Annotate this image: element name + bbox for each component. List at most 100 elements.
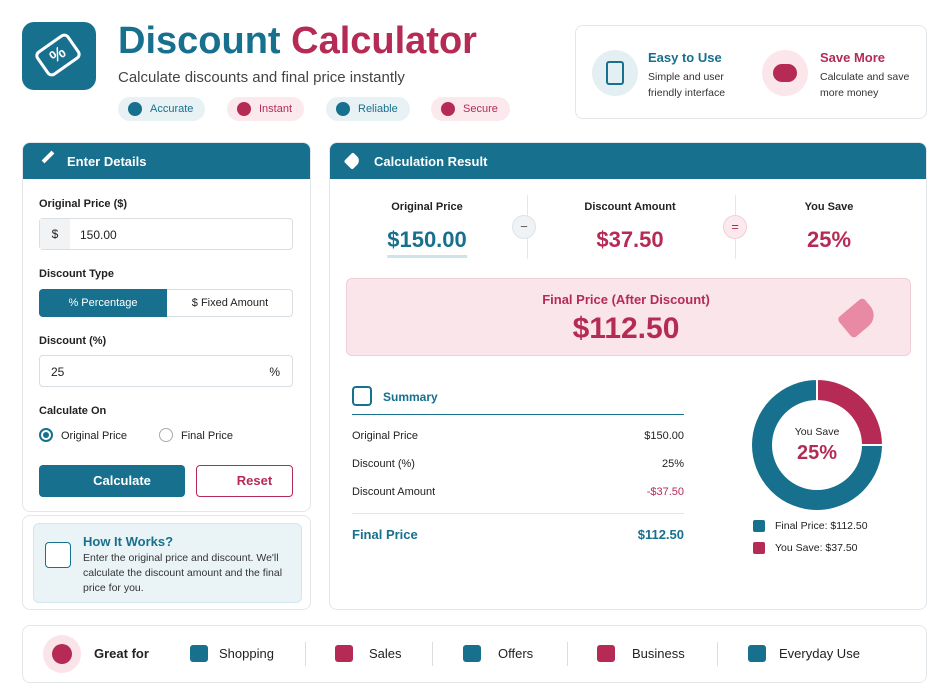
- stat-value: $150.00: [387, 227, 467, 258]
- features-card: Easy to Use Simple and user friendly int…: [575, 25, 927, 119]
- legend-item: Final Price: $112.50: [753, 520, 868, 533]
- summary-title: Summary: [383, 390, 438, 404]
- radio[interactable]: [159, 428, 173, 442]
- field-label: Discount Type: [39, 268, 114, 280]
- how-text: Enter the original price and discount. W…: [83, 552, 283, 594]
- legend-swatch: [753, 520, 765, 533]
- footer-icon: [463, 645, 481, 662]
- summary-row: Discount (%) 25%: [352, 458, 684, 470]
- footer-lead: Great for: [94, 646, 149, 661]
- discount-input[interactable]: 25 %: [39, 355, 293, 387]
- result-panel: Calculation Result: [329, 142, 927, 610]
- button-text: Calculate: [93, 473, 151, 488]
- final-value: $112.50: [572, 312, 680, 345]
- field-label: Original Price ($): [39, 198, 128, 210]
- panel-heading: Enter Details: [67, 154, 147, 169]
- title: Discount Calculator: [118, 20, 477, 63]
- footer-icon: [748, 645, 766, 662]
- price-value: 150.00: [80, 228, 117, 242]
- summary-total: Final Price $112.50: [352, 527, 684, 542]
- button-text: Reset: [236, 473, 273, 488]
- badge-text: Instant: [259, 103, 293, 115]
- donut-chart: [750, 377, 885, 512]
- feature-icon: [762, 50, 808, 96]
- how-title: How It Works?: [83, 534, 174, 549]
- row-label: Original Price: [352, 430, 419, 442]
- footer-divider: [567, 642, 568, 666]
- footer-badge: [43, 635, 81, 673]
- logo: %: [22, 22, 96, 90]
- piggy-icon: [773, 64, 797, 82]
- footer-divider: [717, 642, 718, 666]
- title-part: Discount: [118, 20, 281, 62]
- badge-text: Reliable: [358, 103, 398, 115]
- final-box: Final Price (After Discount) $112.50: [346, 278, 911, 356]
- row-value: $150.00: [644, 430, 684, 442]
- badge-icon: [52, 644, 72, 664]
- how-box: How It Works? Enter the original price a…: [33, 523, 302, 603]
- operator: =: [723, 215, 747, 239]
- panel-header: Calculation Result: [330, 143, 926, 179]
- discount-unit: %: [269, 365, 280, 379]
- toggle-option[interactable]: $ Fixed Amount: [191, 297, 269, 309]
- footer-item: Sales: [369, 646, 402, 661]
- calculate-button[interactable]: Calculate: [39, 465, 185, 497]
- type-toggle: % Percentage $ Fixed Amount: [39, 289, 293, 317]
- stat-label: You Save: [804, 201, 854, 213]
- row-label: Discount (%): [352, 458, 415, 470]
- bulb-icon: [45, 542, 71, 568]
- footer-icon: [597, 645, 615, 662]
- tag-illustration: [836, 297, 880, 339]
- logo-symbol: %: [33, 31, 83, 79]
- subtitle: Calculate discounts and final price inst…: [118, 69, 405, 86]
- row-label: Final Price: [352, 527, 418, 542]
- footer-item: Offers: [498, 646, 534, 661]
- footer-item: Shopping: [219, 646, 274, 661]
- badge-text: Secure: [463, 103, 498, 115]
- donut-center-value: 25%: [796, 442, 838, 464]
- feature-title: Easy to Use: [648, 50, 722, 65]
- row-value: -$37.50: [646, 486, 684, 498]
- legend-label: You Save: $37.50: [775, 542, 858, 555]
- footer-icon: [190, 645, 208, 662]
- summary-row: Original Price $150.00: [352, 430, 684, 442]
- radio-label: Original Price: [61, 430, 128, 442]
- footer-divider: [305, 642, 306, 666]
- price-input[interactable]: $ 150.00: [39, 218, 293, 250]
- feature-text: Simple and user friendly interface: [648, 71, 726, 99]
- legend-swatch: [753, 542, 765, 555]
- donut-segment: [750, 377, 885, 512]
- stat-value: 25%: [806, 227, 852, 252]
- reset-button[interactable]: Reset: [196, 465, 293, 497]
- feature-text: Calculate and save more money: [820, 71, 910, 99]
- how-card: How It Works? Enter the original price a…: [22, 515, 311, 610]
- calculator-icon: [606, 61, 624, 85]
- operator: −: [512, 215, 536, 239]
- badge-text: Accurate: [150, 103, 194, 115]
- legend-label: Final Price: $112.50: [775, 520, 868, 533]
- field-label: Calculate On: [39, 405, 107, 417]
- row-value: 25%: [661, 458, 684, 470]
- footer-item: Everyday Use: [779, 646, 860, 661]
- field-label: Discount (%): [39, 335, 107, 347]
- feature-icon: [592, 50, 638, 96]
- summary-rule: [352, 513, 684, 514]
- toggle-option[interactable]: % Percentage: [39, 289, 167, 317]
- row-label: Discount Amount: [352, 486, 436, 498]
- donut-center-label: You Save: [794, 426, 840, 438]
- badge-icon: [336, 102, 350, 116]
- summary-row: Discount Amount -$37.50: [352, 486, 684, 498]
- footer-item: Business: [632, 646, 685, 661]
- badge: Instant: [227, 97, 305, 121]
- radio-checked[interactable]: [39, 428, 53, 442]
- currency-prefix: $: [40, 219, 70, 249]
- discount-value: 25: [51, 365, 65, 379]
- badge: Secure: [431, 97, 510, 121]
- footer-icon: [335, 645, 353, 662]
- summary-icon: [352, 386, 372, 406]
- badge-icon: [128, 102, 142, 116]
- radio-label: Final Price: [181, 430, 233, 442]
- panel-heading: Calculation Result: [374, 154, 488, 169]
- summary-rule: [352, 414, 684, 415]
